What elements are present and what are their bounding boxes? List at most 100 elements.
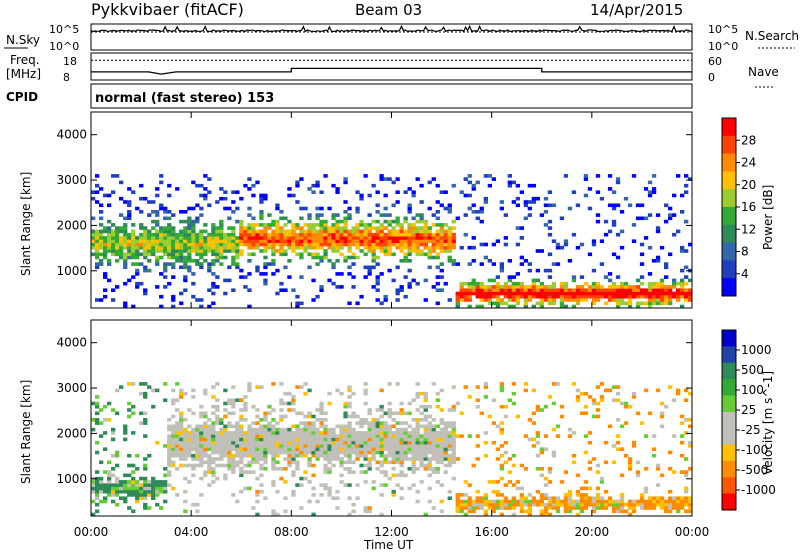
heatmap-cell <box>391 457 396 461</box>
heatmap-cell <box>363 401 368 406</box>
heatmap-cell <box>291 424 296 429</box>
heatmap-cell <box>99 229 104 234</box>
heatmap-cell <box>195 453 200 458</box>
heatmap-cell <box>307 252 312 257</box>
heatmap-cell <box>239 450 244 455</box>
heatmap-cell <box>143 480 148 484</box>
heatmap-cell <box>191 239 196 243</box>
heatmap-cell <box>527 298 532 302</box>
heatmap-cell <box>211 272 216 276</box>
heatmap-cell <box>355 301 360 306</box>
heatmap-cell <box>499 288 504 292</box>
heatmap-cell <box>379 223 384 227</box>
heatmap-cell <box>495 275 500 279</box>
heatmap-cell <box>275 206 280 211</box>
heatmap-cell <box>135 499 140 504</box>
heatmap-cell <box>215 440 220 445</box>
heatmap-cell <box>411 249 416 253</box>
heatmap-cell <box>491 301 496 306</box>
heatmap-cell <box>343 450 348 455</box>
heatmap-cell <box>255 476 260 481</box>
heatmap-cell <box>375 447 380 451</box>
heatmap-cell <box>271 245 276 250</box>
heatmap-cell <box>331 229 336 234</box>
heatmap-cell <box>107 460 112 465</box>
heatmap-cell <box>155 245 160 250</box>
heatmap-cell <box>419 242 424 247</box>
heatmap-cell <box>363 242 368 247</box>
heatmap-cell <box>215 285 220 289</box>
heatmap-cell <box>539 502 544 507</box>
colorbar-tick-label: 20 <box>741 178 756 192</box>
heatmap-cell <box>91 512 96 517</box>
heatmap-cell <box>676 509 681 514</box>
heatmap-cell <box>103 288 108 292</box>
heatmap-cell <box>223 196 228 201</box>
heatmap-cell <box>175 382 180 386</box>
heatmap-cell <box>171 414 176 419</box>
heatmap-cell <box>415 395 420 399</box>
heatmap-cell <box>355 239 360 243</box>
heatmap-cell <box>371 285 376 289</box>
heatmap-cell <box>583 391 589 396</box>
heatmap-cell <box>319 239 324 243</box>
heatmap-cell <box>223 232 228 237</box>
heatmap-cell <box>635 291 641 296</box>
heatmap-cell <box>435 467 440 471</box>
heatmap-cell <box>391 219 396 224</box>
heatmap-cell <box>403 190 408 194</box>
heatmap-cell <box>684 174 689 178</box>
heatmap-cell <box>676 506 681 510</box>
heatmap-cell <box>567 499 573 504</box>
colorbar-tick-label: 500 <box>741 363 764 377</box>
heatmap-cell <box>227 467 232 471</box>
heatmap-cell <box>655 294 661 299</box>
heatmap-cell <box>355 236 360 240</box>
heatmap-cell <box>139 226 144 230</box>
heatmap-cell <box>639 301 645 306</box>
heatmap-cell <box>471 259 476 263</box>
heatmap-cell <box>684 499 689 504</box>
heatmap-cell <box>279 242 284 247</box>
heatmap-cell <box>315 437 320 442</box>
heatmap-cell <box>203 174 208 178</box>
heatmap-cell <box>339 473 344 478</box>
heatmap-cell <box>303 431 308 435</box>
heatmap-cell <box>247 450 252 455</box>
heatmap-cell <box>619 294 625 299</box>
heatmap-cell <box>391 242 396 247</box>
heatmap-cell <box>407 450 412 455</box>
heatmap-cell <box>688 288 693 292</box>
heatmap-cell <box>680 506 685 510</box>
heatmap-cell <box>231 398 236 402</box>
heatmap-cell <box>183 447 188 451</box>
heatmap-cell <box>515 196 520 201</box>
heatmap-cell <box>423 226 428 230</box>
heatmap-cell <box>499 301 504 306</box>
heatmap-cell <box>595 285 601 289</box>
heatmap-cell <box>399 242 404 247</box>
heatmap-cell <box>275 219 280 224</box>
heatmap-cell <box>543 404 549 409</box>
heatmap-cell <box>407 401 412 406</box>
heatmap-cell <box>211 431 216 435</box>
heatmap-cell <box>227 421 232 425</box>
heatmap-cell <box>587 460 593 465</box>
heatmap-cell <box>555 496 561 500</box>
heatmap-cell <box>147 493 152 497</box>
heatmap-cell <box>431 223 436 227</box>
heatmap-cell <box>643 294 649 299</box>
heatmap-cell <box>487 278 492 283</box>
heatmap-cell <box>163 473 168 478</box>
heatmap-cell <box>139 245 144 250</box>
heatmap-cell <box>455 434 460 438</box>
heatmap-cell <box>431 177 436 181</box>
heatmap-cell <box>467 245 472 250</box>
heatmap-cell <box>379 239 384 243</box>
heatmap-cell <box>391 434 396 438</box>
heatmap-cell <box>283 447 288 451</box>
heatmap-cell <box>547 232 553 237</box>
heatmap-cell <box>179 395 184 399</box>
xaxis-tick-label: 00:00 <box>675 525 710 539</box>
heatmap-cell <box>199 298 204 302</box>
